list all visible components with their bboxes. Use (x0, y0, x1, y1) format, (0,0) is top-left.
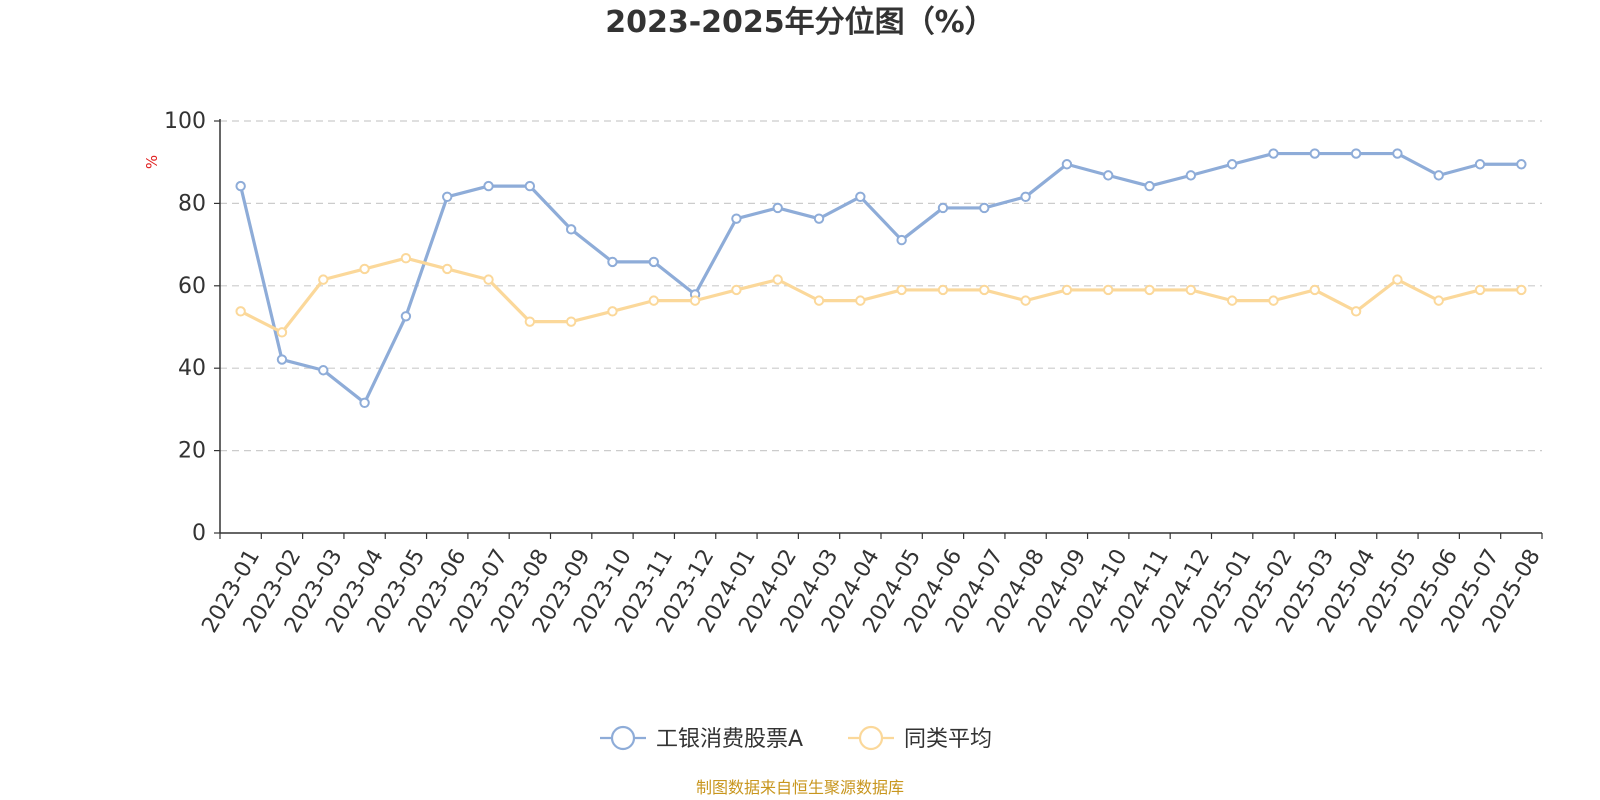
legend-label: 工银消费股票A (656, 727, 803, 752)
data-point[interactable] (1433, 295, 1444, 306)
data-point[interactable] (1309, 148, 1320, 159)
data-point[interactable] (1350, 148, 1362, 159)
data-point[interactable] (565, 224, 577, 235)
data-point[interactable] (979, 202, 990, 214)
y-axis-unit-label: % (143, 155, 161, 169)
data-point[interactable] (772, 202, 783, 214)
data-point[interactable] (442, 263, 453, 275)
data-point[interactable] (813, 213, 825, 224)
data-point[interactable] (1185, 170, 1197, 181)
data-point[interactable] (1433, 170, 1444, 181)
legend-circle-marker (858, 725, 884, 751)
data-point[interactable] (1268, 295, 1279, 306)
series-line-1 (239, 256, 1523, 334)
data-point[interactable] (855, 295, 866, 306)
data-point[interactable] (607, 256, 618, 268)
data-point[interactable] (1020, 191, 1031, 203)
axes: 0204060801002023-012023-022023-032023-04… (164, 109, 1546, 637)
data-point[interactable] (483, 274, 494, 285)
data-point[interactable] (276, 327, 288, 338)
data-point[interactable] (1392, 148, 1403, 159)
data-point[interactable] (1392, 274, 1403, 285)
data-point[interactable] (1516, 159, 1527, 170)
data-point[interactable] (235, 180, 246, 192)
data-point[interactable] (772, 274, 783, 285)
legend-circle-marker (610, 725, 636, 751)
data-point[interactable] (318, 274, 329, 285)
data-point[interactable] (400, 252, 412, 264)
y-tick-label: 80 (178, 191, 206, 216)
data-point[interactable] (731, 284, 742, 296)
data-source-note: 制图数据来自恒生聚源数据库 (696, 778, 904, 797)
y-tick-label: 40 (178, 356, 206, 381)
data-point[interactable] (979, 284, 990, 296)
data-point[interactable] (1268, 148, 1279, 159)
grid-lines (220, 120, 1542, 452)
y-tick-label: 20 (178, 439, 206, 464)
data-point[interactable] (648, 256, 659, 268)
data-point[interactable] (1350, 306, 1362, 317)
data-point[interactable] (1061, 159, 1073, 170)
legend[interactable]: 工银消费股票A 同类平均 (600, 725, 992, 752)
data-point[interactable] (276, 354, 288, 365)
data-point[interactable] (235, 306, 246, 317)
chart-title: 2023-2025年分位图（%） (605, 5, 995, 40)
data-point[interactable] (524, 180, 536, 192)
data-point[interactable] (937, 284, 949, 296)
y-tick-label: 100 (164, 109, 206, 134)
data-point[interactable] (937, 202, 949, 214)
data-point[interactable] (359, 397, 370, 409)
data-point[interactable] (1185, 284, 1197, 296)
data-point[interactable] (1103, 170, 1114, 181)
data-point[interactable] (318, 365, 329, 376)
data-point[interactable] (1474, 284, 1486, 296)
data-point[interactable] (607, 306, 618, 317)
data-point[interactable] (896, 284, 907, 296)
legend-label: 同类平均 (904, 727, 992, 752)
data-point[interactable] (1309, 284, 1320, 296)
data-point[interactable] (1061, 284, 1073, 296)
data-point[interactable] (1226, 159, 1238, 170)
data-point[interactable] (1226, 295, 1238, 306)
y-tick-label: 60 (178, 274, 206, 299)
data-point[interactable] (1474, 159, 1486, 170)
data-point[interactable] (1103, 284, 1114, 296)
data-point[interactable] (483, 180, 494, 192)
y-tick-label: 0 (192, 521, 206, 546)
data-point[interactable] (1516, 284, 1527, 296)
data-point[interactable] (1144, 180, 1155, 192)
data-point[interactable] (442, 191, 453, 203)
data-point[interactable] (400, 311, 412, 322)
data-point[interactable] (359, 263, 370, 275)
data-point[interactable] (648, 295, 659, 306)
data-point[interactable] (813, 295, 825, 306)
series-line-0 (239, 151, 1523, 405)
data-point[interactable] (524, 316, 536, 327)
series-lines (235, 148, 1527, 409)
data-point[interactable] (689, 295, 701, 306)
data-point[interactable] (896, 234, 907, 246)
data-point[interactable] (565, 316, 577, 327)
data-point[interactable] (855, 191, 866, 203)
data-point[interactable] (1144, 284, 1155, 296)
data-point[interactable] (731, 213, 742, 224)
legend-item-1[interactable]: 同类平均 (848, 725, 992, 752)
data-point[interactable] (1020, 295, 1031, 306)
legend-item-0[interactable]: 工银消费股票A (600, 725, 803, 752)
